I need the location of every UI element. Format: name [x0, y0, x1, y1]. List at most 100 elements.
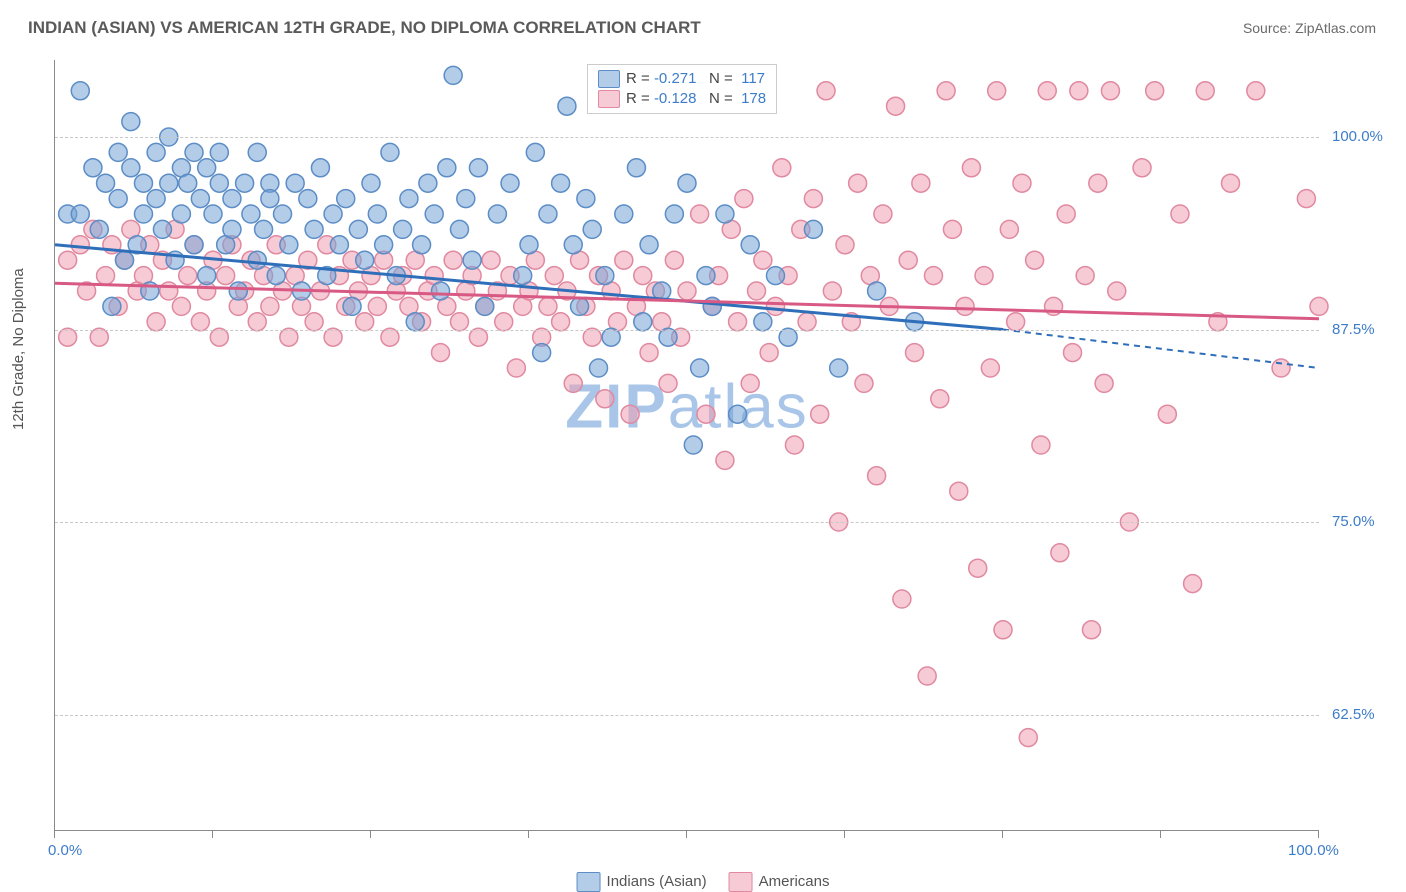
- scatter-point: [362, 174, 380, 192]
- scatter-point: [1133, 159, 1151, 177]
- scatter-point: [868, 282, 886, 300]
- scatter-point: [457, 190, 475, 208]
- scatter-point: [906, 344, 924, 362]
- gridline: [55, 330, 1319, 331]
- scatter-point: [122, 159, 140, 177]
- scatter-point: [1272, 359, 1290, 377]
- scatter-point: [994, 621, 1012, 639]
- xtick: [844, 830, 845, 838]
- scatter-point: [621, 405, 639, 423]
- legend-row-indians: R = -0.271 N = 117: [598, 69, 766, 89]
- scatter-point: [147, 190, 165, 208]
- scatter-point: [1007, 313, 1025, 331]
- scatter-point: [956, 297, 974, 315]
- scatter-point: [432, 282, 450, 300]
- chart-source: Source: ZipAtlas.com: [1243, 20, 1376, 36]
- bottom-legend-indians: Indians (Asian): [577, 872, 707, 892]
- scatter-point: [444, 251, 462, 269]
- scatter-point: [785, 436, 803, 454]
- scatter-point: [356, 313, 374, 331]
- scatter-point: [659, 374, 677, 392]
- ytick-label: 100.0%: [1332, 128, 1383, 145]
- scatter-point: [988, 82, 1006, 100]
- scatter-point: [697, 267, 715, 285]
- xtick: [370, 830, 371, 838]
- scatter-point: [596, 390, 614, 408]
- scatter-point: [147, 143, 165, 161]
- xtick: [686, 830, 687, 838]
- scatter-point: [640, 236, 658, 254]
- scatter-point: [634, 313, 652, 331]
- ytick-label: 75.0%: [1332, 513, 1375, 530]
- scatter-point: [368, 205, 386, 223]
- scatter-point: [1064, 344, 1082, 362]
- scatter-point: [640, 344, 658, 362]
- scatter-point: [71, 205, 89, 223]
- scatter-point: [236, 174, 254, 192]
- scatter-point: [84, 159, 102, 177]
- scatter-point: [419, 174, 437, 192]
- scatter-point: [286, 174, 304, 192]
- scatter-point: [1247, 82, 1265, 100]
- scatter-point: [210, 174, 228, 192]
- scatter-point: [1057, 205, 1075, 223]
- scatter-point: [255, 220, 273, 238]
- scatter-point: [1070, 82, 1088, 100]
- xtick-label: 100.0%: [1288, 842, 1339, 859]
- scatter-point: [729, 405, 747, 423]
- scatter-point: [305, 220, 323, 238]
- scatter-point: [1196, 82, 1214, 100]
- scatter-point: [103, 297, 121, 315]
- scatter-point: [501, 174, 519, 192]
- scatter-point: [381, 143, 399, 161]
- chart-title: INDIAN (ASIAN) VS AMERICAN 12TH GRADE, N…: [28, 18, 701, 38]
- scatter-point: [539, 205, 557, 223]
- scatter-point: [469, 328, 487, 346]
- trend-line-extrapolated: [1003, 330, 1319, 369]
- scatter-point: [337, 190, 355, 208]
- scatter-point: [1297, 190, 1315, 208]
- scatter-point: [924, 267, 942, 285]
- scatter-point: [918, 667, 936, 685]
- scatter-point: [741, 374, 759, 392]
- scatter-point: [507, 359, 525, 377]
- scatter-point: [849, 174, 867, 192]
- scatter-point: [552, 313, 570, 331]
- scatter-point: [526, 143, 544, 161]
- scatter-point: [779, 328, 797, 346]
- scatter-point: [204, 205, 222, 223]
- scatter-point: [539, 297, 557, 315]
- scatter-point: [969, 559, 987, 577]
- scatter-point: [874, 205, 892, 223]
- gridline: [55, 522, 1319, 523]
- scatter-point: [583, 220, 601, 238]
- ytick-label: 62.5%: [1332, 706, 1375, 723]
- scatter-point: [324, 328, 342, 346]
- scatter-point: [558, 97, 576, 115]
- scatter-point: [438, 159, 456, 177]
- scatter-point: [691, 359, 709, 377]
- scatter-point: [210, 328, 228, 346]
- scatter-point: [533, 344, 551, 362]
- scatter-point: [248, 251, 266, 269]
- legend-swatch-indians: [598, 70, 620, 88]
- scatter-point: [931, 390, 949, 408]
- scatter-point: [356, 251, 374, 269]
- scatter-point: [937, 82, 955, 100]
- scatter-point: [229, 282, 247, 300]
- scatter-point: [678, 282, 696, 300]
- scatter-point: [741, 236, 759, 254]
- scatter-point: [153, 220, 171, 238]
- scatter-point: [261, 297, 279, 315]
- ytick-label: 87.5%: [1332, 321, 1375, 338]
- scatter-point: [1038, 82, 1056, 100]
- scatter-point: [1082, 621, 1100, 639]
- scatter-point: [899, 251, 917, 269]
- scatter-point: [463, 251, 481, 269]
- scatter-point: [267, 267, 285, 285]
- scatter-point: [482, 251, 500, 269]
- legend-row-americans: R = -0.128 N = 178: [598, 89, 766, 109]
- scatter-point: [299, 190, 317, 208]
- scatter-point: [71, 236, 89, 254]
- scatter-point: [179, 267, 197, 285]
